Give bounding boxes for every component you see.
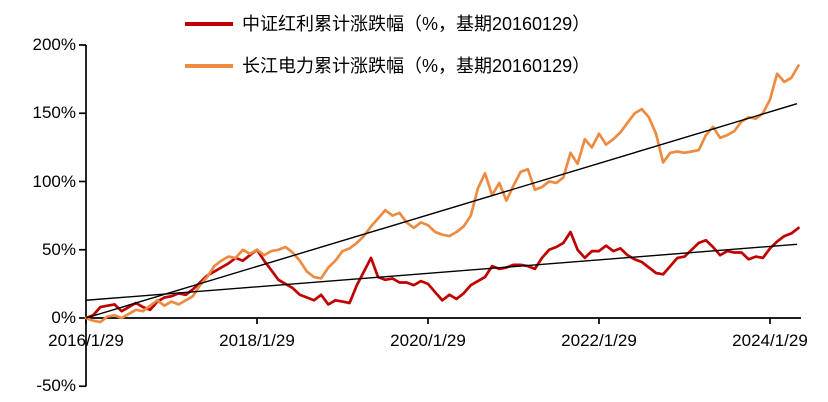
y-tick-label-0: 0%: [51, 308, 76, 327]
trendline-csi-dividend[interactable]: [85, 243, 798, 301]
y-tick-label-50: 50%: [41, 240, 76, 259]
series-line-csi-dividend[interactable]: [84, 226, 800, 320]
x-tick-label-2016: 2016/1/29: [48, 331, 124, 350]
legend-label-csi-dividend: 中证红利累计涨跌幅（%，基期20160129）: [242, 14, 591, 34]
legend-label-yangtze-power: 长江电力累计涨跌幅（%，基期20160129）: [242, 56, 591, 76]
series-line-yangtze-power[interactable]: [84, 64, 800, 324]
legend-item-yangtze-power[interactable]: 长江电力累计涨跌幅（%，基期20160129）: [185, 55, 590, 77]
y-tick-label-150: 150%: [32, 103, 76, 122]
x-tick-label-2020: 2020/1/29: [390, 331, 466, 350]
legend-swatch-csi-dividend: [185, 22, 233, 26]
y-tick-label-100: 100%: [32, 172, 76, 191]
legend-swatch-yangtze-power: [185, 64, 233, 68]
x-tick-label-2022: 2022/1/29: [561, 331, 637, 350]
legend: 中证红利累计涨跌幅（%，基期20160129） 长江电力累计涨跌幅（%，基期20…: [185, 13, 590, 97]
x-tick-label-2024: 2024/1/29: [732, 331, 808, 350]
trendline-yangtze-power[interactable]: [85, 103, 798, 319]
x-tick-label-2018: 2018/1/29: [219, 331, 295, 350]
y-tick-label-neg50: -50%: [36, 376, 76, 395]
legend-item-csi-dividend[interactable]: 中证红利累计涨跌幅（%，基期20160129）: [185, 13, 590, 35]
y-tick-label-200: 200%: [32, 35, 76, 54]
